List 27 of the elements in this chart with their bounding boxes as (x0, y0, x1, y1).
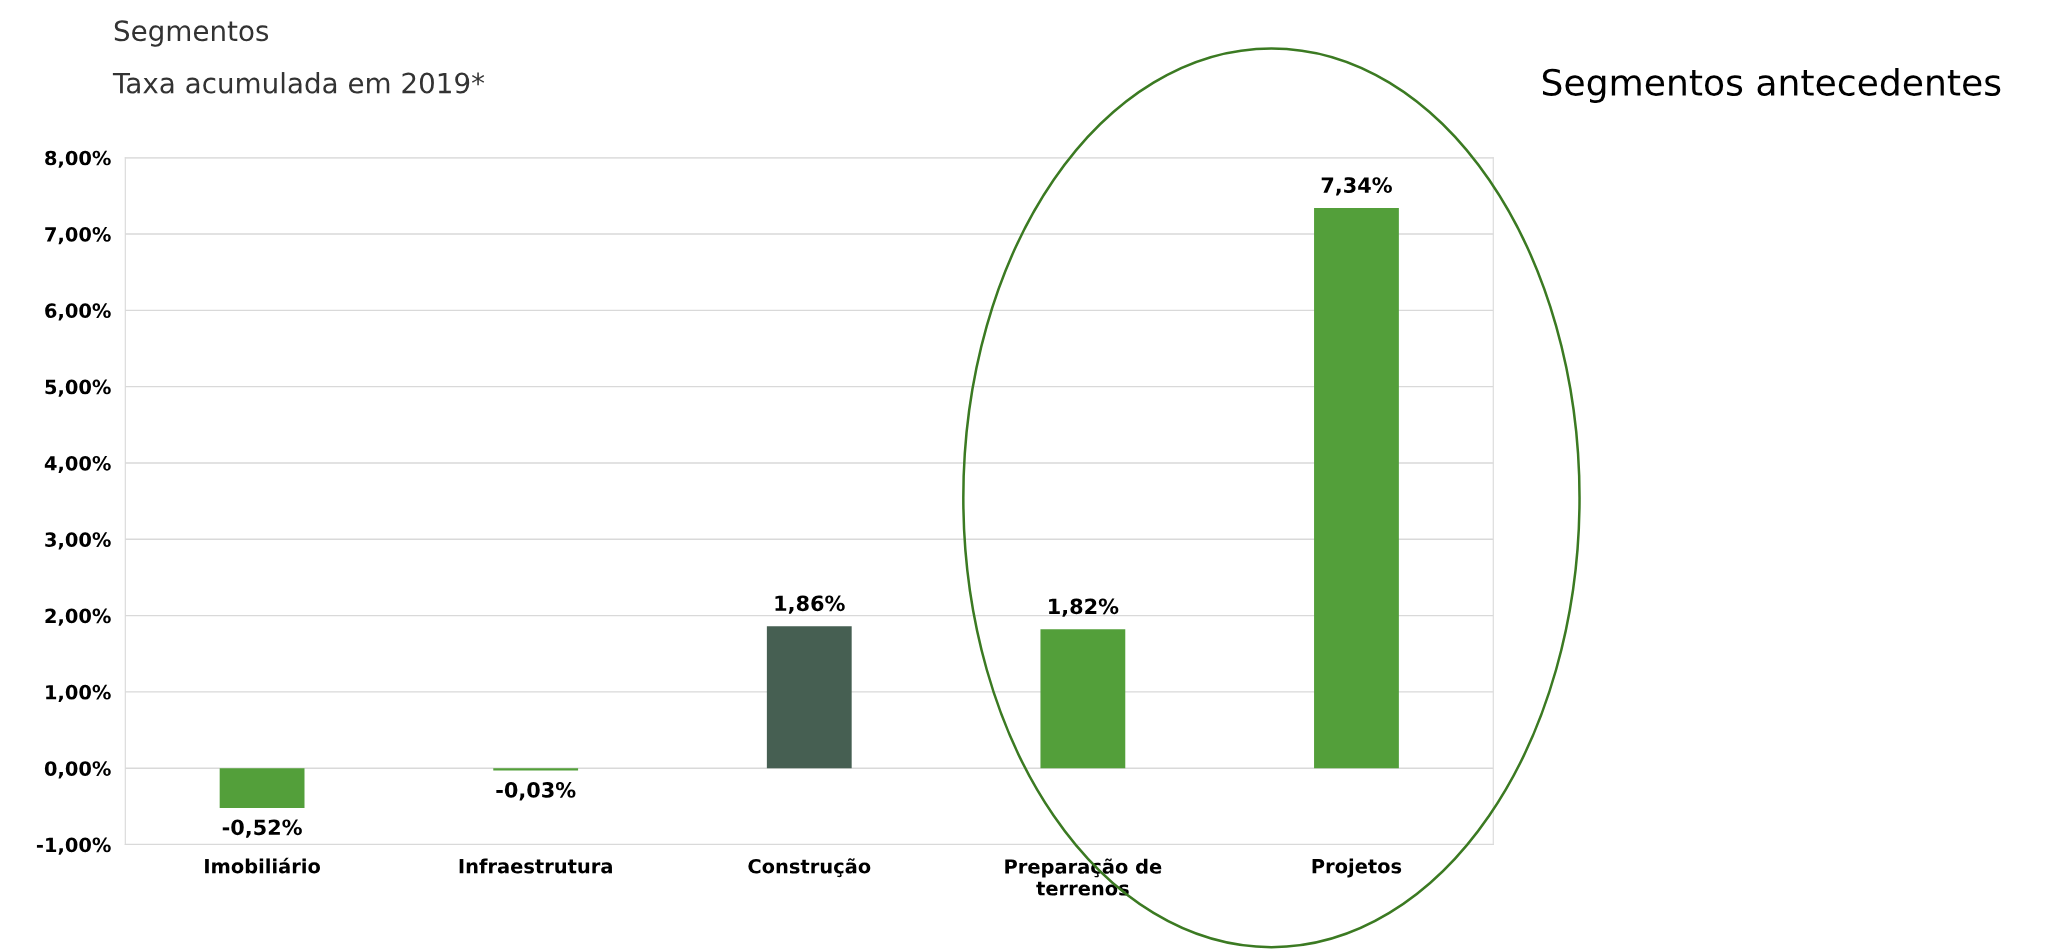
x-tick-label: Imobiliário (205, 857, 320, 874)
bar (219, 768, 305, 808)
y-tick-label: 7,00% (45, 226, 111, 245)
chart-title: Segmentos (114, 20, 269, 47)
y-tick-label: -1,00% (36, 837, 111, 855)
y-tick-label: 0,00% (44, 761, 111, 779)
bar (766, 626, 852, 769)
data-label: -0,03% (496, 782, 576, 801)
chart-subtitle: Taxa acumulada em 2019* (112, 72, 485, 94)
x-tick-label: Infraestrutura (459, 858, 612, 874)
x-tick-label: Construção (748, 858, 871, 878)
text: Segmentos antecedentes (1542, 68, 2001, 103)
bar (493, 768, 579, 771)
x-tick-label: Projetos (1312, 858, 1402, 878)
y-tick-label: 2,00% (45, 608, 111, 626)
y-tick-label: 4,00% (44, 455, 111, 474)
bar (1040, 629, 1126, 769)
y-tick-label: 3,00% (45, 532, 111, 550)
bar (1314, 208, 1399, 769)
y-tick-label: 8,00% (45, 150, 111, 168)
data-label: 7,34% (1321, 177, 1392, 196)
data-label: 1,86% (775, 595, 845, 614)
y-tick-label: 6,00% (45, 303, 111, 321)
data-label: 1,82% (1049, 598, 1119, 617)
y-tick-label: 5,00% (45, 379, 111, 397)
y-tick-label: 1,00% (46, 684, 111, 703)
data-label: -0,52% (222, 819, 302, 838)
